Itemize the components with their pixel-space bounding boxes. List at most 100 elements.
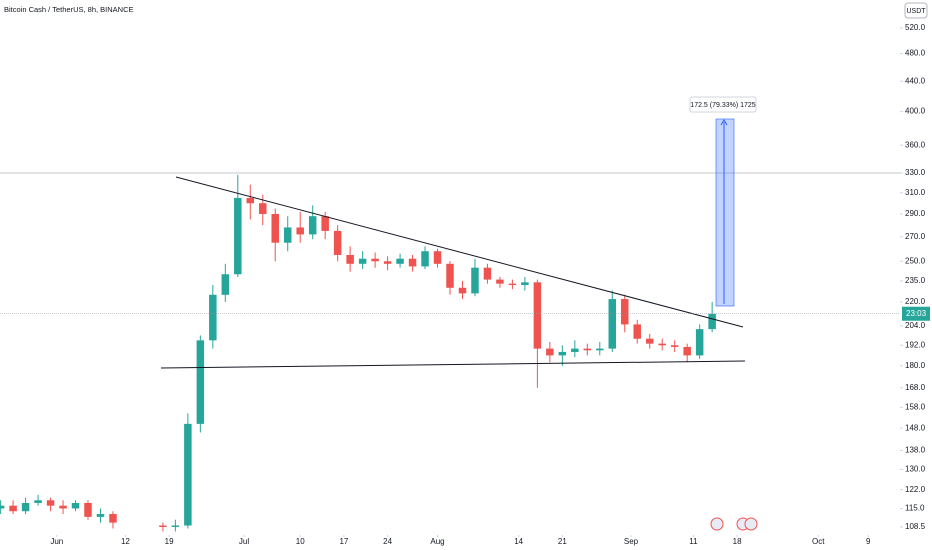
candle-body xyxy=(546,348,554,356)
candle-body xyxy=(246,197,255,204)
measure-arrowhead xyxy=(720,119,728,126)
y-tick-label: 360.0 xyxy=(905,140,926,149)
candle-body xyxy=(521,282,529,286)
y-tick-label: 122.0 xyxy=(905,485,926,494)
countdown: 23:03 xyxy=(906,309,927,318)
candle-body xyxy=(34,500,42,503)
candle-body xyxy=(596,348,604,351)
candle-body xyxy=(159,525,167,527)
candle-body xyxy=(71,502,80,509)
candle-body xyxy=(621,299,629,325)
y-tick-label: 130.0 xyxy=(905,465,926,474)
y-tick-label: 204.0 xyxy=(905,321,926,330)
candle-body xyxy=(84,502,92,517)
candle-body xyxy=(670,345,679,347)
candle-body xyxy=(645,338,654,344)
candle-body xyxy=(321,216,329,231)
y-tick-label: 250.0 xyxy=(905,256,926,265)
candle-body xyxy=(9,505,17,512)
measure-label: 172.5 (79.33%) 1725 xyxy=(690,102,755,109)
x-tick-label: 18 xyxy=(733,537,742,546)
y-tick-label: 440.0 xyxy=(905,76,926,85)
candle-body xyxy=(558,351,567,356)
candle-body xyxy=(0,505,5,509)
candle-body xyxy=(408,258,417,267)
x-tick-label: 11 xyxy=(689,537,698,546)
candle-body xyxy=(446,263,454,288)
y-tick-label: 180.0 xyxy=(905,361,926,370)
trend-line xyxy=(175,176,744,328)
y-tick-label: 220.0 xyxy=(905,297,926,306)
candle-body xyxy=(259,203,267,215)
candle-body xyxy=(371,258,379,262)
candle-body xyxy=(496,279,504,284)
candle-body xyxy=(608,299,617,349)
x-tick-label: 19 xyxy=(165,537,174,546)
candle-body xyxy=(184,423,192,526)
candle-body xyxy=(59,505,67,509)
y-tick-label: 138.0 xyxy=(905,446,926,455)
x-tick-label: 10 xyxy=(296,537,305,546)
chart-title[interactable]: Bitcoin Cash / TetherUS, 8h, BINANCE xyxy=(4,5,134,14)
candle-body xyxy=(433,251,442,264)
event-flag[interactable] xyxy=(710,517,724,531)
candle-body xyxy=(695,329,704,356)
candle-body xyxy=(483,267,492,280)
x-tick-label: 9 xyxy=(866,537,871,546)
x-tick-label: Jun xyxy=(50,537,63,546)
candle-body xyxy=(658,343,666,346)
measure-box[interactable] xyxy=(715,118,735,307)
candle-body xyxy=(209,294,217,341)
x-tick-label: Oct xyxy=(812,537,825,546)
candle-body xyxy=(221,274,230,295)
candle-body xyxy=(271,214,279,243)
candle-body xyxy=(21,502,30,512)
x-tick-label: 21 xyxy=(558,537,567,546)
candle-body xyxy=(458,287,467,294)
candle-body xyxy=(421,251,429,267)
y-tick-label: 168.0 xyxy=(905,383,926,392)
candle-body xyxy=(234,197,242,275)
candle-body xyxy=(571,348,579,352)
candle-body xyxy=(633,324,641,339)
measure-label-box xyxy=(689,96,757,113)
candle-body xyxy=(196,340,205,424)
candle-body xyxy=(683,346,691,356)
candle-body xyxy=(333,230,342,255)
event-flag[interactable] xyxy=(744,517,758,531)
y-tick-label: 520.0 xyxy=(905,23,926,32)
candle-body xyxy=(283,227,292,243)
candle-body xyxy=(109,514,117,523)
candle-body xyxy=(358,258,367,264)
y-tick-label: 270.0 xyxy=(905,232,926,241)
candle-body xyxy=(46,500,55,506)
candle-body xyxy=(296,227,304,235)
x-tick-label: Sep xyxy=(624,537,639,546)
y-tick-label: 158.0 xyxy=(905,402,926,411)
candle-body xyxy=(171,525,180,527)
currency-label[interactable]: USDT xyxy=(906,8,926,15)
candle-body xyxy=(308,216,317,235)
y-tick-label: 192.0 xyxy=(905,340,926,349)
candle-body xyxy=(508,283,517,286)
candle-body xyxy=(383,261,392,264)
last-price-tag xyxy=(902,306,930,321)
x-tick-label: 14 xyxy=(514,537,523,546)
currency-button[interactable] xyxy=(904,2,928,19)
x-tick-label: Jul xyxy=(239,537,249,546)
y-tick-label: 400.0 xyxy=(905,107,926,116)
candle-body xyxy=(471,267,479,294)
y-tick-label: 108.5 xyxy=(905,522,926,531)
y-tick-label: 480.0 xyxy=(905,49,926,58)
x-tick-label: Aug xyxy=(430,537,444,546)
y-tick-label: 330.0 xyxy=(905,168,926,177)
y-tick-label: 148.0 xyxy=(905,423,926,432)
candle-body xyxy=(96,514,105,517)
candle-body xyxy=(346,254,354,264)
event-icons[interactable] xyxy=(710,517,758,531)
candle-body xyxy=(396,258,404,264)
plot-area xyxy=(0,174,716,532)
candle-body xyxy=(583,348,592,351)
